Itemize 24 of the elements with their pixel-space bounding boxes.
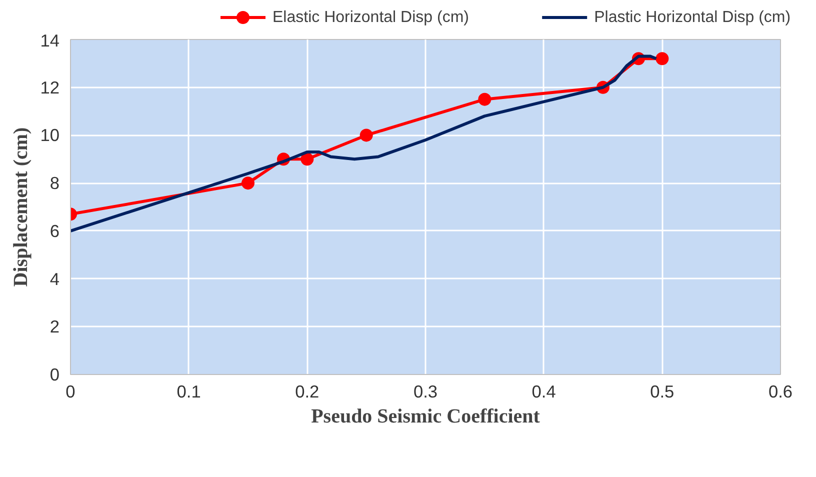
x-tick-label: 0.5	[650, 382, 674, 402]
point	[360, 128, 373, 142]
x-tick-label: 0.2	[295, 382, 320, 402]
x-tick-label: 0.1	[176, 382, 201, 402]
y-tick-label: 4	[50, 268, 60, 289]
y-tick-label: 2	[50, 316, 60, 337]
y-tick-label: 8	[50, 173, 60, 194]
x-tick-label: 0.3	[413, 382, 438, 402]
x-axis-title: Pseudo Seismic Coefficient	[311, 406, 540, 428]
y-tick-label: 10	[40, 125, 60, 146]
y-axis-title: Displacement (cm)	[10, 127, 32, 287]
y-tick-label: 12	[40, 77, 60, 98]
y-tick-label: 6	[50, 220, 60, 241]
x-tick-label: 0.6	[768, 382, 793, 402]
y-tick-label: 14	[40, 30, 60, 50]
y-tick-label: 0	[50, 364, 60, 384]
point	[478, 92, 492, 106]
legend-label: Elastic Horizontal Disp (cm)	[272, 9, 469, 26]
x-tick-label: 0.4	[532, 382, 556, 402]
point	[300, 152, 314, 166]
point	[242, 176, 254, 190]
point	[656, 52, 669, 66]
legend-label: Plastic Horizontal Disp (cm)	[594, 9, 791, 26]
x-tick-label: 0	[66, 382, 76, 402]
